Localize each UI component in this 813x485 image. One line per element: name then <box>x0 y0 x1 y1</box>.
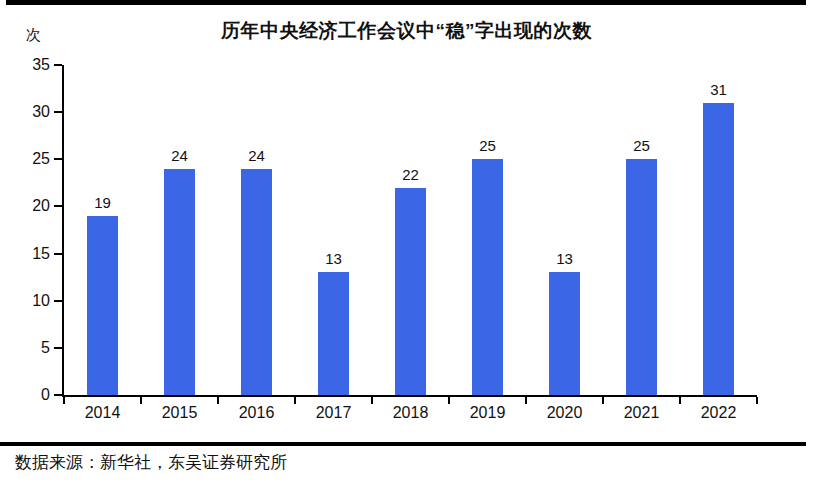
y-axis-tick <box>54 205 62 207</box>
plot-area: 0510152025303519201424201524201613201722… <box>62 65 757 397</box>
x-axis-tick <box>679 397 681 404</box>
y-axis-tick <box>54 300 62 302</box>
x-axis-tick <box>140 397 142 404</box>
x-axis-category-label: 2016 <box>218 405 295 421</box>
y-axis-tick-label: 10 <box>2 293 50 309</box>
bottom-divider <box>0 442 806 446</box>
bar-value-label: 13 <box>295 251 372 266</box>
x-axis-tick <box>448 397 450 404</box>
bar <box>318 272 349 395</box>
y-axis-tick-label: 15 <box>2 246 50 262</box>
x-axis-tick <box>63 397 65 404</box>
x-axis-tick <box>525 397 527 404</box>
y-axis-tick-label: 25 <box>2 151 50 167</box>
bar-value-label: 31 <box>680 82 757 97</box>
y-axis-tick-label: 20 <box>2 198 50 214</box>
bar-value-label: 19 <box>64 195 141 210</box>
y-axis-tick <box>54 253 62 255</box>
x-axis-category-label: 2019 <box>449 405 526 421</box>
chart-page: { "page": { "unit_label": "次", "source_t… <box>0 0 813 485</box>
x-axis-category-label: 2014 <box>64 405 141 421</box>
bar-value-label: 22 <box>372 167 449 182</box>
x-axis-tick <box>217 397 219 404</box>
y-axis-tick <box>54 347 62 349</box>
y-axis-tick-label: 35 <box>2 57 50 73</box>
y-axis-tick-label: 5 <box>2 340 50 356</box>
bar <box>87 216 118 395</box>
top-divider <box>6 0 806 5</box>
bar-value-label: 25 <box>603 138 680 153</box>
y-axis-unit-label: 次 <box>26 26 41 45</box>
bar <box>395 188 426 395</box>
x-axis-tick <box>371 397 373 404</box>
bar-value-label: 13 <box>526 251 603 266</box>
x-axis-tick <box>756 397 758 404</box>
y-axis-tick <box>54 64 62 66</box>
bar <box>703 103 734 395</box>
y-axis-tick <box>54 394 62 396</box>
x-axis-category-label: 2017 <box>295 405 372 421</box>
x-axis-category-label: 2020 <box>526 405 603 421</box>
y-axis-tick <box>54 111 62 113</box>
y-axis-tick-label: 30 <box>2 104 50 120</box>
y-axis-tick <box>54 158 62 160</box>
bar <box>241 169 272 395</box>
x-axis-category-label: 2018 <box>372 405 449 421</box>
x-axis-category-label: 2021 <box>603 405 680 421</box>
chart-title: 历年中央经济工作会议中“稳”字出现的次数 <box>0 18 813 44</box>
data-source: 数据来源：新华社，东吴证券研究所 <box>15 451 287 474</box>
bar-value-label: 25 <box>449 138 526 153</box>
bar <box>164 169 195 395</box>
bar-value-label: 24 <box>141 148 218 163</box>
x-axis-tick <box>294 397 296 404</box>
bar <box>549 272 580 395</box>
x-axis-category-label: 2022 <box>680 405 757 421</box>
bar <box>472 159 503 395</box>
y-axis-tick-label: 0 <box>2 387 50 403</box>
bar <box>626 159 657 395</box>
x-axis-tick <box>602 397 604 404</box>
x-axis-category-label: 2015 <box>141 405 218 421</box>
bar-value-label: 24 <box>218 148 295 163</box>
